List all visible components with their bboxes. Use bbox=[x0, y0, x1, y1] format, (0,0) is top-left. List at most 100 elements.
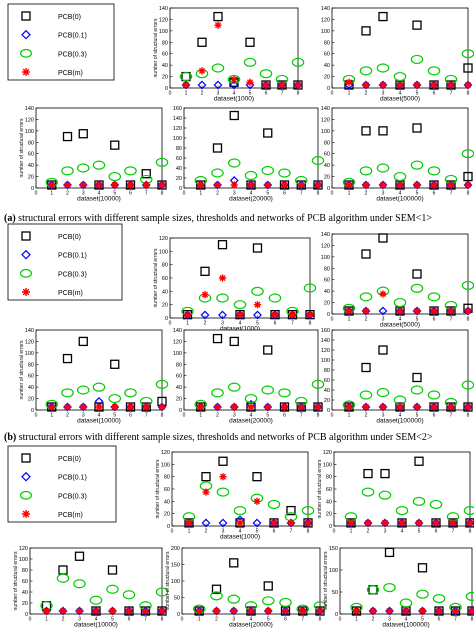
data-point bbox=[297, 181, 305, 189]
data-point bbox=[76, 385, 90, 395]
data-point bbox=[380, 468, 390, 479]
data-point bbox=[413, 181, 421, 189]
caption-b-letter: (b) bbox=[4, 432, 17, 443]
y-tick-label: 20 bbox=[324, 175, 330, 181]
legend-label: PCB(m) bbox=[58, 512, 83, 519]
x-tick-label: 4 bbox=[250, 413, 253, 419]
data-point bbox=[197, 37, 207, 47]
data-point bbox=[278, 388, 291, 398]
legend-item: PCB(m) bbox=[22, 288, 83, 297]
x-tick-label: 1 bbox=[348, 413, 351, 419]
x-tick-label: 0 bbox=[183, 191, 186, 197]
y-tick-label: 100 bbox=[321, 29, 330, 35]
x-tick-label: 4 bbox=[250, 617, 253, 623]
data-point bbox=[252, 243, 263, 253]
y-tick-label: 140 bbox=[25, 328, 34, 334]
series-star bbox=[183, 274, 314, 319]
data-point bbox=[197, 80, 207, 90]
data-point bbox=[212, 607, 221, 615]
series-star bbox=[345, 403, 472, 411]
data-point bbox=[464, 307, 472, 315]
data-point bbox=[217, 240, 228, 250]
legend-label: PCB(0.1) bbox=[58, 253, 87, 260]
y-axis-label: number of structural errors bbox=[13, 551, 19, 610]
data-point bbox=[359, 292, 373, 302]
data-point bbox=[379, 81, 387, 89]
x-tick-label: 6 bbox=[433, 91, 436, 97]
data-point bbox=[185, 519, 193, 527]
x-tick-label: 5 bbox=[256, 529, 259, 535]
y-tick-label: 60 bbox=[22, 579, 28, 585]
x-tick-label: 8 bbox=[467, 91, 470, 97]
data-point bbox=[182, 81, 190, 89]
data-point bbox=[287, 519, 295, 527]
data-point bbox=[63, 403, 72, 411]
chart-panel: 0 20 40 60 80 100 120 0 1 2 3 4 5 6 7 8 dataset(10000) nu… bbox=[13, 546, 169, 629]
series-star bbox=[185, 473, 312, 527]
star-marker-icon bbox=[22, 510, 30, 518]
x-tick-label: 7 bbox=[450, 191, 453, 197]
x-axis-label: dataset(100000) bbox=[382, 622, 429, 629]
square-marker-icon bbox=[21, 453, 31, 463]
y-tick-label: 0 bbox=[165, 86, 168, 92]
data-point bbox=[94, 402, 104, 412]
x-tick-label: 8 bbox=[309, 321, 312, 327]
chart-panel: 0 20 40 60 80 100 120 140 0 1 2 3 4 5 6 7 8 dataset(5000) bbox=[321, 232, 474, 329]
data-point bbox=[468, 607, 474, 615]
x-tick-label: 1 bbox=[45, 617, 48, 623]
y-tick-label: 0 bbox=[327, 312, 330, 318]
x-tick-label: 2 bbox=[216, 191, 219, 197]
y-tick-label: 100 bbox=[173, 351, 182, 357]
x-tick-label: 2 bbox=[66, 413, 69, 419]
data-point bbox=[366, 585, 380, 595]
x-axis-label: dataset(20000) bbox=[229, 622, 273, 629]
data-point bbox=[410, 160, 424, 170]
data-point bbox=[415, 519, 423, 527]
y-tick-label: 50 bbox=[332, 590, 338, 596]
x-tick-label: 0 bbox=[29, 617, 32, 623]
x-tick-label: 4 bbox=[401, 529, 404, 535]
x-tick-label: 0 bbox=[35, 413, 38, 419]
y-tick-label: 20 bbox=[164, 512, 170, 518]
y-tick-label: 60 bbox=[176, 374, 182, 380]
data-point bbox=[198, 67, 206, 75]
x-tick-label: 0 bbox=[169, 91, 172, 97]
legend-item: PCB(0.1) bbox=[21, 471, 87, 482]
x-tick-label: 5 bbox=[416, 191, 419, 197]
data-point bbox=[412, 496, 426, 506]
y-tick-label: 20 bbox=[162, 75, 168, 81]
data-point bbox=[359, 390, 373, 400]
data-point bbox=[247, 181, 255, 189]
y-tick-label: 0 bbox=[327, 86, 330, 92]
x-tick-label: 3 bbox=[232, 617, 235, 623]
data-point bbox=[270, 310, 280, 320]
y-tick-label: 120 bbox=[159, 17, 168, 23]
y-tick-label: 60 bbox=[324, 278, 330, 284]
y-tick-label: 80 bbox=[326, 475, 332, 481]
data-point bbox=[270, 519, 278, 527]
x-tick-label: 0 bbox=[183, 413, 186, 419]
data-point bbox=[362, 181, 370, 189]
y-tick-label: 40 bbox=[326, 499, 332, 505]
x-tick-label: 4 bbox=[399, 91, 402, 97]
x-tick-label: 7 bbox=[144, 617, 147, 623]
data-point bbox=[280, 181, 289, 189]
data-point bbox=[361, 487, 375, 497]
y-tick-label: 120 bbox=[321, 243, 330, 249]
y-tick-label: 120 bbox=[25, 117, 34, 123]
data-point bbox=[427, 166, 441, 176]
x-tick-label: 4 bbox=[399, 317, 402, 323]
y-tick-label: 80 bbox=[162, 40, 168, 46]
data-point bbox=[111, 181, 119, 189]
x-tick-label: 5 bbox=[249, 91, 252, 97]
y-tick-label: 60 bbox=[324, 378, 330, 384]
data-point bbox=[345, 78, 353, 86]
ellipse-marker-icon bbox=[20, 48, 33, 58]
data-point bbox=[305, 310, 315, 320]
legend-item: PCB(m) bbox=[22, 68, 83, 77]
data-point bbox=[412, 123, 422, 133]
legend-label: PCB(0) bbox=[58, 234, 81, 241]
data-point bbox=[141, 169, 151, 179]
x-tick-label: 1 bbox=[348, 317, 351, 323]
y-axis-label: number of structural errors bbox=[317, 459, 323, 518]
